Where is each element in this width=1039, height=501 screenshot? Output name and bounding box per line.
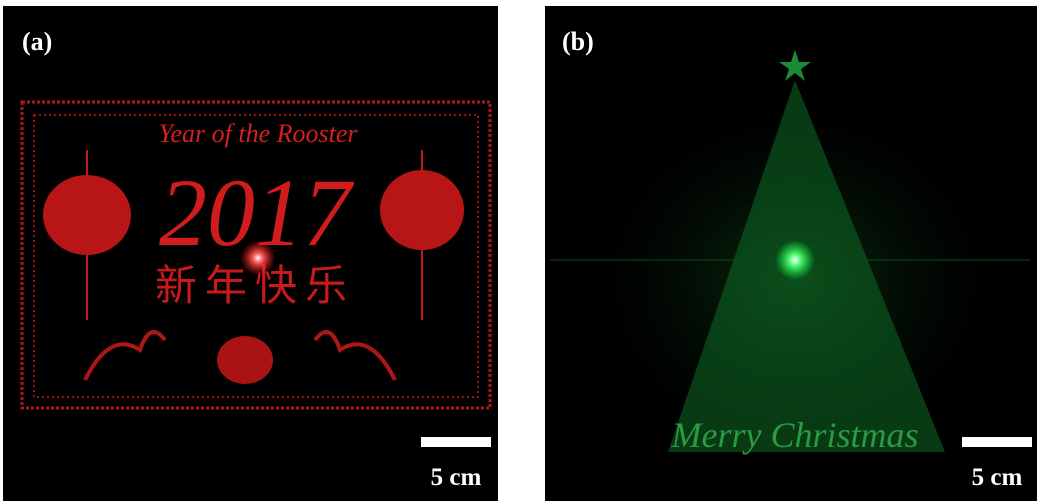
scale-label: 5 cm <box>431 464 482 491</box>
scale-bar <box>962 437 1032 447</box>
zero-order-spot <box>240 240 276 276</box>
panel-a: Year of the Rooster 2017 新年快乐 (a) 5 cm <box>3 6 498 501</box>
scale-label: 5 cm <box>972 464 1023 491</box>
panel-label: (b) <box>562 27 594 56</box>
rooster <box>217 336 273 384</box>
lantern <box>43 175 131 255</box>
greeting-text: Year of the Rooster <box>158 119 358 148</box>
figure: Year of the Rooster 2017 新年快乐 (a) 5 cm M… <box>0 0 1039 501</box>
lantern <box>380 170 464 250</box>
page: Year of the Rooster 2017 新年快乐 (a) 5 cm M… <box>0 0 1039 501</box>
zero-order-spot <box>775 240 815 280</box>
panel-label: (a) <box>22 27 52 56</box>
panel-b: Merry Christmas (b) 5 cm <box>545 6 1037 501</box>
scale-bar <box>421 437 491 447</box>
greeting-text: Merry Christmas <box>670 415 918 455</box>
